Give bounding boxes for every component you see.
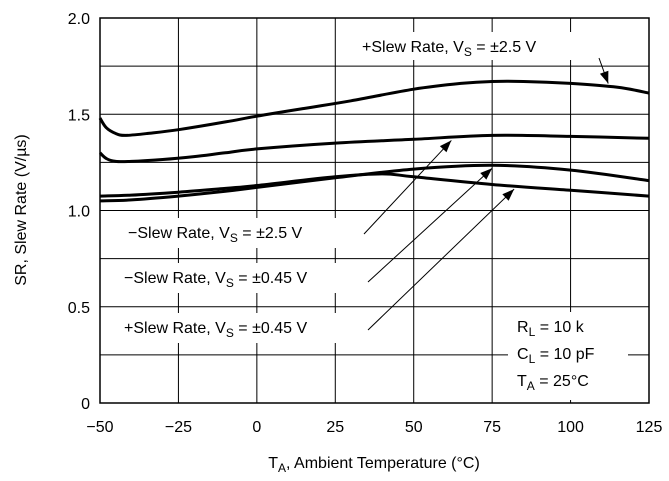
- label-box-pos-2p5: [358, 32, 610, 60]
- series-line-pos-slew-2p5: [98, 79, 650, 137]
- y-axis-label: SR, Slew Rate (V/µs): [13, 134, 30, 285]
- x-tick-label: −50: [86, 419, 113, 436]
- x-tick-label: 125: [636, 419, 663, 436]
- leader-pos-slew-045: [367, 188, 515, 331]
- label-box-pos-045: [118, 313, 372, 343]
- y-tick-label: 2.0: [68, 11, 90, 28]
- x-tick-label: 75: [483, 419, 501, 436]
- condition-cl: CL = 10 pF: [517, 346, 595, 366]
- y-tick-label: 1.5: [68, 107, 90, 124]
- leader-neg-slew-045: [367, 167, 493, 283]
- condition-rl: RL = 10 k: [517, 319, 585, 339]
- leader-lines: [363, 57, 609, 331]
- label-box-neg-045: [118, 263, 372, 293]
- series-label-neg-slew-045: −Slew Rate, VS = ±0.45 V: [124, 270, 307, 290]
- conditions-box: [508, 312, 628, 400]
- data-series: [98, 79, 650, 203]
- y-tick-labels: 0 0.5 1.0 1.5 2.0: [68, 11, 90, 413]
- series-line-neg-slew-2p5: [98, 133, 650, 164]
- x-axis-label: TA, Ambient Temperature (°C): [268, 455, 480, 475]
- series-label-pos-slew-045: +Slew Rate, VS = ±0.45 V: [124, 320, 307, 340]
- x-tick-labels: −50 −25 0 25 50 75 100 125: [86, 419, 662, 436]
- y-tick-label: 0: [81, 396, 90, 413]
- leader-pos-slew-2p5: [598, 57, 609, 84]
- series-line-pos-slew-045: [99, 172, 650, 198]
- x-tick-label: −25: [165, 419, 192, 436]
- plot-frame: [99, 17, 650, 404]
- series-label-pos-slew-2p5: +Slew Rate, VS = ±2.5 V: [362, 39, 537, 59]
- y-tick-label: 0.5: [68, 300, 90, 317]
- condition-ta: TA = 25°C: [517, 373, 589, 393]
- series-label-neg-slew-2p5: −Slew Rate, VS = ±2.5 V: [128, 225, 303, 245]
- x-tick-label: 0: [252, 419, 261, 436]
- label-box-neg-2p5: [124, 218, 366, 248]
- y-tick-label: 1.0: [68, 204, 90, 221]
- leader-neg-slew-2p5: [363, 140, 452, 235]
- series-line-neg-slew-045: [99, 163, 650, 203]
- x-tick-label: 50: [405, 419, 423, 436]
- x-tick-label: 100: [557, 419, 584, 436]
- x-tick-label: 25: [326, 419, 344, 436]
